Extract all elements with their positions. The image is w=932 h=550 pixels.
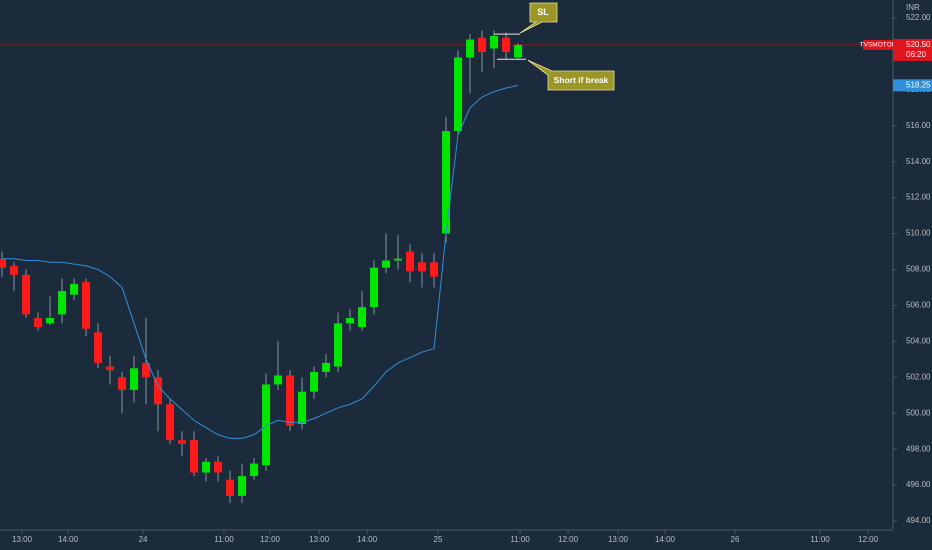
candle-body <box>238 476 247 496</box>
candle-body <box>250 463 259 477</box>
candle-body <box>274 375 283 385</box>
candle-body <box>322 362 331 372</box>
symbol-label: TVSMOTOR <box>860 42 897 49</box>
x-tick-label: 14:00 <box>58 535 79 544</box>
x-tick-label: 24 <box>139 535 148 544</box>
candle-body <box>226 479 235 496</box>
candle-body <box>358 307 367 327</box>
candle-body <box>10 265 19 275</box>
break-callout <box>527 59 615 91</box>
x-tick-label: 11:00 <box>214 535 234 544</box>
break-label: Short if break <box>554 75 609 85</box>
currency: INR <box>906 3 920 12</box>
x-tick-label: 13:00 <box>608 535 629 544</box>
candle-body <box>454 57 463 132</box>
candle-body <box>418 262 427 272</box>
candle-body <box>514 44 523 58</box>
y-tick-label: 502.00 <box>906 372 931 381</box>
candle-body <box>262 384 271 466</box>
candle-body <box>0 258 7 268</box>
candle-body <box>166 404 175 441</box>
last-price-label: 520.50 <box>906 40 931 49</box>
sl-label: SL <box>537 7 549 17</box>
x-tick-label: 12:00 <box>858 535 879 544</box>
y-tick-label: 522.00 <box>906 13 931 22</box>
last-price-badge <box>893 38 932 61</box>
candle-body <box>310 371 319 392</box>
candle-body <box>370 267 379 308</box>
candle-body <box>406 251 415 272</box>
candle-body <box>142 362 151 378</box>
x-tick-label: 14:00 <box>655 535 676 544</box>
candle-body <box>190 440 199 473</box>
candle-body <box>394 258 403 261</box>
candle-body <box>382 260 391 268</box>
candle-body <box>490 35 499 49</box>
candle-body <box>214 461 223 473</box>
countdown-label: 06:20 <box>906 50 927 59</box>
candle-body <box>178 440 187 444</box>
x-tick-label: 25 <box>434 535 443 544</box>
candle-body <box>478 37 487 53</box>
candle-body <box>154 377 163 405</box>
y-tick-label: 496.00 <box>906 480 931 489</box>
y-tick-label: 512.00 <box>906 193 931 202</box>
x-tick-label: 12:00 <box>260 535 281 544</box>
x-tick-label: 11:00 <box>510 535 530 544</box>
y-tick-label: 506.00 <box>906 301 931 310</box>
sl-callout <box>519 2 558 34</box>
candle-body <box>58 291 67 315</box>
ma-badge <box>893 79 932 92</box>
y-tick-label: 500.00 <box>906 408 931 417</box>
candle-body <box>130 368 139 390</box>
candle-body <box>70 283 79 295</box>
y-tick-label: 514.00 <box>906 157 931 166</box>
candle-body <box>202 461 211 473</box>
y-tick-label: 516.00 <box>906 121 931 130</box>
candle-body <box>46 318 55 324</box>
x-tick-label: 13:00 <box>309 535 330 544</box>
x-tick-label: 26 <box>731 535 740 544</box>
candle-body <box>298 391 307 424</box>
candle-body <box>466 39 475 58</box>
candle-body <box>34 318 43 327</box>
y-tick-label: 494.00 <box>906 516 931 525</box>
y-tick-label: 510.00 <box>906 229 931 238</box>
symbol-badge <box>863 39 893 50</box>
ma-last-label: 518.25 <box>906 80 931 89</box>
moving-average <box>2 84 519 439</box>
y-tick-label: 508.00 <box>906 265 931 274</box>
candle-body <box>118 377 127 390</box>
candle-body <box>334 323 343 367</box>
y-tick-label: 504.00 <box>906 336 931 345</box>
candle-body <box>502 37 511 53</box>
candle-body <box>346 318 355 324</box>
candle-body <box>430 262 439 277</box>
candle-body <box>82 282 91 329</box>
candle-body <box>106 366 115 371</box>
x-tick-label: 12:00 <box>558 535 579 544</box>
candle-body <box>286 375 295 426</box>
x-tick-label: 14:00 <box>357 535 378 544</box>
candle-body <box>22 274 31 315</box>
x-tick-label: 13:00 <box>12 535 33 544</box>
y-tick-label: 498.00 <box>906 444 931 453</box>
candle-body <box>94 332 103 363</box>
candle-body <box>442 131 451 234</box>
x-tick-label: 11:00 <box>810 535 830 544</box>
